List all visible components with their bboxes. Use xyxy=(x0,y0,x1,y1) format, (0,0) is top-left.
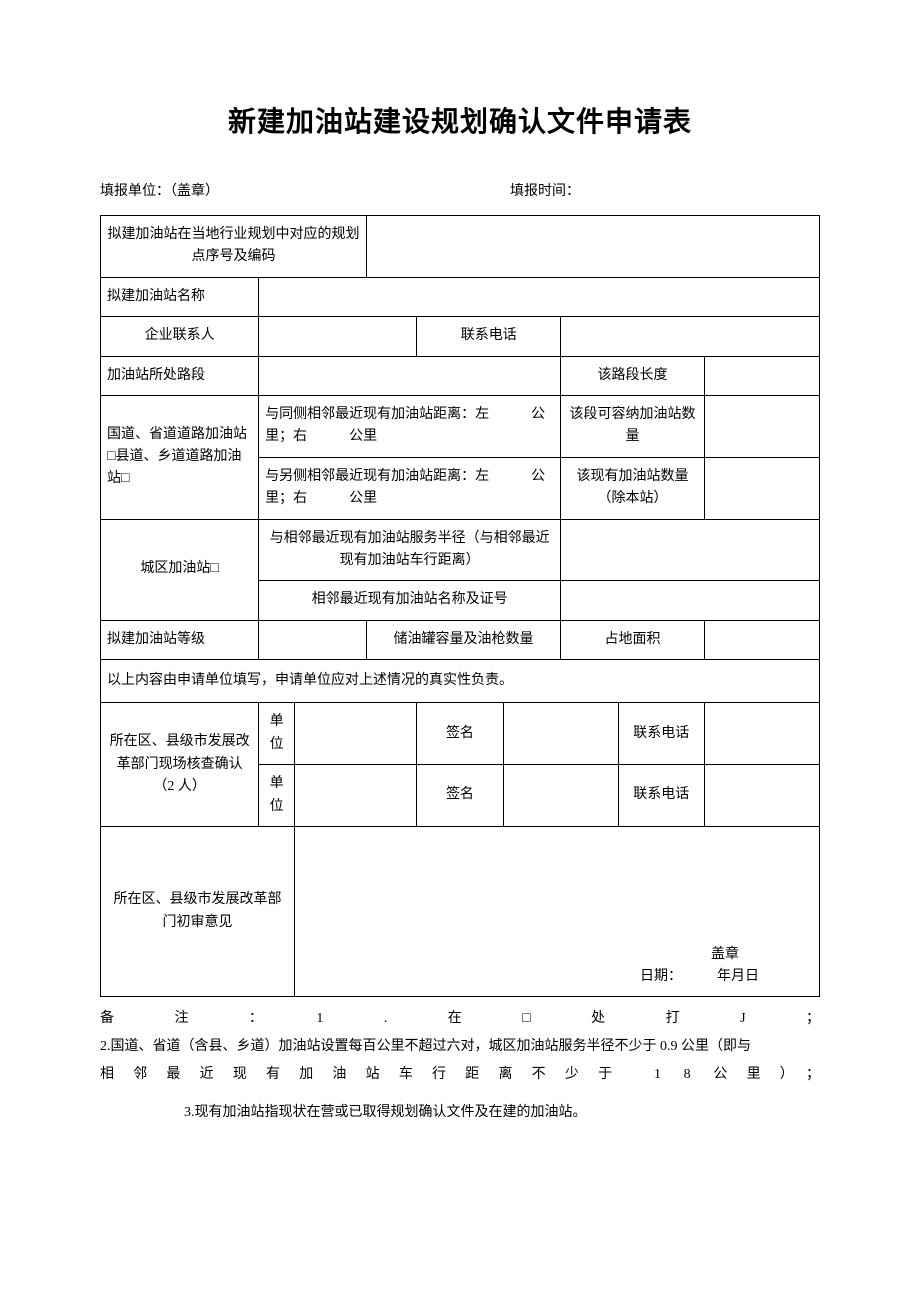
time-label: 填报时间： xyxy=(410,180,820,200)
field-existing-count[interactable] xyxy=(704,457,819,519)
label-tank-capacity: 储油罐容量及油枪数量 xyxy=(366,620,560,659)
label-road-length: 该路段长度 xyxy=(561,356,705,395)
label-verify-unit-1: 单位 xyxy=(259,703,295,765)
row-station-name: 拟建加油站名称 xyxy=(101,277,820,316)
label-existing-count: 该现有加油站数量（除本站） xyxy=(561,457,705,519)
label-verify-sign-1: 签名 xyxy=(417,703,503,765)
field-station-grade[interactable] xyxy=(259,620,367,659)
field-area[interactable] xyxy=(704,620,819,659)
row-plan-code: 拟建加油站在当地行业规划中对应的规划点序号及编码 xyxy=(101,216,820,278)
label-contact-person: 企业联系人 xyxy=(101,317,259,356)
field-verify-phone-1[interactable] xyxy=(704,703,819,765)
label-road-type: 国道、省道道路加油站□县道、乡道道路加油站□ xyxy=(101,395,259,519)
field-contact-phone[interactable] xyxy=(561,317,820,356)
label-verify-phone-1: 联系电话 xyxy=(618,703,704,765)
field-nearest-name[interactable] xyxy=(561,581,820,620)
notes-section: 备 注 ： 1 . 在 □ 处 打 J ； 2.国道、省道（含县、乡道）加油站设… xyxy=(100,1005,820,1127)
field-contact-person[interactable] xyxy=(259,317,417,356)
row-contact: 企业联系人 联系电话 xyxy=(101,317,820,356)
label-contact-phone: 联系电话 xyxy=(417,317,561,356)
note-3: 相邻最近现有加油站车行距离不少于 1 8 公里）； xyxy=(100,1061,820,1089)
row-road-section: 加油站所处路段 该路段长度 xyxy=(101,356,820,395)
note-2: 2.国道、省道（含县、乡道）加油站设置每百公里不超过六对，城区加油站服务半径不少… xyxy=(100,1033,820,1061)
label-same-side-distance: 与同侧相邻最近现有加油站距离：左 公里；右 公里 xyxy=(259,395,561,457)
label-verify-unit-2: 单位 xyxy=(259,765,295,827)
field-verify-phone-2[interactable] xyxy=(704,765,819,827)
note-4: 3.现有加油站指现状在营或已取得规划确认文件及在建的加油站。 xyxy=(100,1099,820,1127)
opinion-date-label: 日期： 年月日 xyxy=(640,966,759,988)
field-opinion[interactable]: 盖章 日期： 年月日 xyxy=(295,827,820,997)
label-station-name: 拟建加油站名称 xyxy=(101,277,259,316)
field-plan-code[interactable] xyxy=(366,216,819,278)
field-road-length[interactable] xyxy=(704,356,819,395)
field-verify-unit-1[interactable] xyxy=(295,703,417,765)
row-urban-radius: 城区加油站□ 与相邻最近现有加油站服务半径（与相邻最近现有加油站车行距离） xyxy=(101,519,820,581)
label-road-section: 加油站所处路段 xyxy=(101,356,259,395)
application-table: 拟建加油站在当地行业规划中对应的规划点序号及编码 拟建加油站名称 企业联系人 联… xyxy=(100,215,820,997)
unit-label: 填报单位：（盖章） xyxy=(100,180,410,200)
label-service-radius: 与相邻最近现有加油站服务半径（与相邻最近现有加油站车行距离） xyxy=(259,519,561,581)
row-verify-1: 所在区、县级市发展改革部门现场核查确认（2 人） 单位 签名 联系电话 xyxy=(101,703,820,765)
label-other-side-distance: 与另侧相邻最近现有加油站距离：左 公里；右 公里 xyxy=(259,457,561,519)
field-station-name[interactable] xyxy=(259,277,820,316)
row-opinion: 所在区、县级市发展改革部门初审意见 盖章 日期： 年月日 xyxy=(101,827,820,997)
field-verify-unit-2[interactable] xyxy=(295,765,417,827)
notice-text: 以上内容由申请单位填写，申请单位应对上述情况的真实性负责。 xyxy=(101,660,820,703)
row-notice: 以上内容由申请单位填写，申请单位应对上述情况的真实性负责。 xyxy=(101,660,820,703)
label-opinion: 所在区、县级市发展改革部门初审意见 xyxy=(101,827,295,997)
opinion-stamp-label: 盖章 xyxy=(711,944,739,966)
page-title: 新建加油站建设规划确认文件申请表 xyxy=(100,100,820,140)
field-verify-sign-2[interactable] xyxy=(503,765,618,827)
label-urban-station: 城区加油站□ xyxy=(101,519,259,620)
field-road-section[interactable] xyxy=(259,356,561,395)
label-plan-code: 拟建加油站在当地行业规划中对应的规划点序号及编码 xyxy=(101,216,367,278)
row-distance-same: 国道、省道道路加油站□县道、乡道道路加油站□ 与同侧相邻最近现有加油站距离：左 … xyxy=(101,395,820,457)
label-verify-phone-2: 联系电话 xyxy=(618,765,704,827)
label-station-grade: 拟建加油站等级 xyxy=(101,620,259,659)
label-capacity: 该段可容纳加油站数量 xyxy=(561,395,705,457)
row-grade: 拟建加油站等级 储油罐容量及油枪数量 占地面积 xyxy=(101,620,820,659)
field-service-radius[interactable] xyxy=(561,519,820,581)
header-row: 填报单位：（盖章） 填报时间： xyxy=(100,180,820,200)
field-verify-sign-1[interactable] xyxy=(503,703,618,765)
label-nearest-name: 相邻最近现有加油站名称及证号 xyxy=(259,581,561,620)
note-1: 备 注 ： 1 . 在 □ 处 打 J ； xyxy=(100,1005,820,1033)
label-area: 占地面积 xyxy=(561,620,705,659)
label-verify: 所在区、县级市发展改革部门现场核查确认（2 人） xyxy=(101,703,259,827)
field-capacity[interactable] xyxy=(704,395,819,457)
label-verify-sign-2: 签名 xyxy=(417,765,503,827)
